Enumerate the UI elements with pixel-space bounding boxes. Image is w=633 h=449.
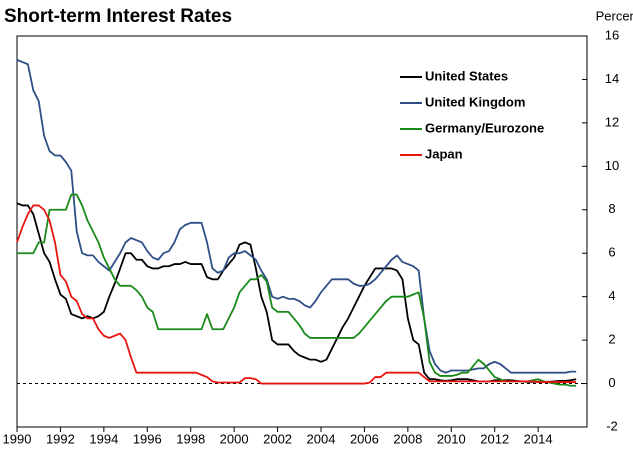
x-tick-label: 2008 (393, 431, 422, 446)
x-tick-label: 2010 (437, 431, 466, 446)
series-line (17, 193, 577, 387)
x-tick-label: 1994 (89, 431, 118, 446)
x-tick-label: 2000 (220, 431, 249, 446)
legend-label: Japan (425, 146, 463, 161)
x-tick-label: 2012 (480, 431, 509, 446)
x-tick-label: 1990 (3, 431, 32, 446)
x-tick-label: 2004 (307, 431, 336, 446)
y-tick-label: 16 (605, 27, 619, 42)
series-line (16, 204, 577, 385)
y-tick-label: 4 (608, 288, 615, 303)
plot-frame (16, 35, 588, 428)
y-tick-label: -2 (606, 418, 618, 433)
x-tick-label: 1998 (176, 431, 205, 446)
y-tick-label: 10 (605, 158, 619, 173)
y-tick-label: 12 (605, 114, 619, 129)
chart-title: Short-term Interest Rates (4, 6, 232, 27)
x-tick-label: 2014 (524, 431, 553, 446)
y-tick-label: 8 (608, 201, 615, 216)
x-tick-label: 2002 (263, 431, 292, 446)
y-tick-label: 6 (608, 245, 615, 260)
y-tick-label: 14 (605, 71, 619, 86)
legend-label: United States (425, 68, 508, 83)
x-tick-label: 1996 (133, 431, 162, 446)
x-tick-label: 1992 (46, 431, 75, 446)
legend-label: Germany/Eurozone (425, 120, 544, 135)
y-tick-label: 0 (608, 375, 615, 390)
y-tick-label: 2 (608, 332, 615, 347)
series-line (16, 202, 577, 383)
y-axis-label: Percent (596, 8, 633, 23)
x-tick-label: 2006 (350, 431, 379, 446)
legend-label: United Kingdom (425, 94, 525, 109)
